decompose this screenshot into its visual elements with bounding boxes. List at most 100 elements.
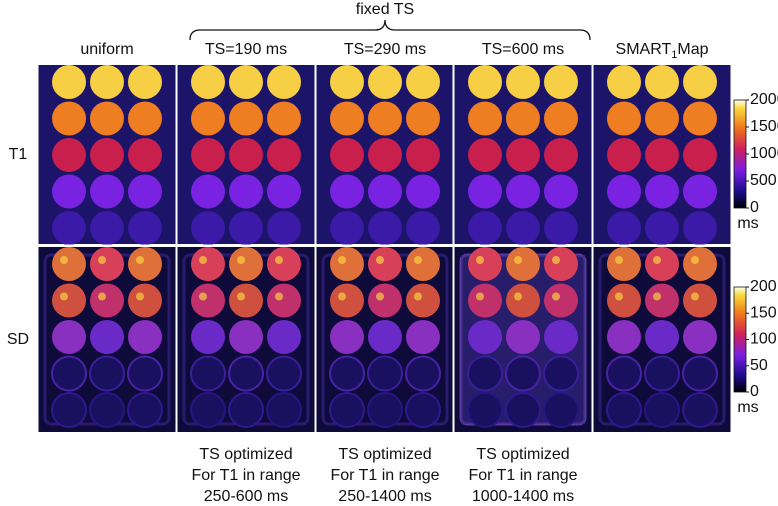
phantom-vial [368, 138, 402, 172]
vial-speckle [275, 256, 283, 264]
vial-speckle [98, 292, 106, 301]
caption-line: For T1 in range [330, 467, 439, 484]
phantom-vial [89, 355, 125, 392]
phantom-vial [267, 174, 301, 209]
vial-speckle [376, 256, 384, 264]
phantom-vial [544, 211, 578, 245]
vial-speckle [414, 292, 422, 301]
column-header: uniform [80, 41, 133, 58]
phantom-vial [267, 283, 301, 318]
vial-speckle [60, 292, 68, 301]
phantom-vial [128, 65, 162, 99]
phantom-vial [90, 320, 124, 354]
phantom-vial [191, 211, 225, 245]
phantom-vial [229, 101, 263, 136]
vial-speckle [514, 256, 522, 264]
phantom-vial [506, 283, 540, 318]
phantom-vial [90, 101, 124, 136]
phantom-vial [228, 392, 264, 428]
phantom-vial [191, 138, 225, 172]
phantom-vial [191, 320, 225, 354]
phantom-vial [52, 138, 86, 172]
phantom-vial [506, 65, 540, 99]
phantom-vial [267, 211, 301, 245]
phantom-vial [51, 392, 87, 428]
phantom-vial [406, 138, 440, 172]
header-subscript: 1 [671, 49, 677, 61]
phantom-vial [468, 247, 502, 281]
phantom-vial [266, 355, 302, 392]
phantom-vial [506, 211, 540, 245]
phantom-vial [330, 247, 364, 281]
caption-line: TS optimized [199, 446, 292, 463]
phantom-vial [90, 283, 124, 318]
phantom-vial [406, 320, 440, 354]
phantom-vial [229, 211, 263, 245]
caption-line: 250-600 ms [204, 488, 289, 505]
phantom-vial [229, 247, 263, 281]
column-header: TS=600 ms [482, 41, 564, 58]
column-header: SMART1Map [616, 41, 709, 61]
phantom-vial [645, 283, 679, 318]
vial-speckle [514, 292, 522, 301]
colorbar-tick-label: 50 [750, 357, 768, 374]
phantom-vial [52, 174, 86, 209]
phantom-vial [683, 211, 717, 245]
phantom-vial [607, 247, 641, 281]
phantom-vial [128, 247, 162, 281]
column-header: TS=190 ms [205, 41, 287, 58]
row-label: T1 [9, 146, 28, 163]
vial-speckle [338, 292, 346, 301]
phantom-vial [645, 320, 679, 354]
vial-speckle [691, 292, 699, 301]
vial-speckle [653, 292, 661, 301]
caption-line: TS optimized [476, 446, 569, 463]
vial-speckle [476, 292, 484, 301]
phantom-vial [90, 138, 124, 172]
phantom-vial [607, 283, 641, 318]
colorbar-tick-label: 0 [750, 199, 759, 216]
phantom-vial [683, 138, 717, 172]
phantom-vial [52, 211, 86, 245]
phantom-vial [406, 101, 440, 136]
colorbar-tick-label: 2000 [750, 91, 778, 108]
vial-speckle [199, 292, 207, 301]
phantom-vial [406, 283, 440, 318]
vial-speckle [653, 256, 661, 264]
phantom-vial [229, 320, 263, 354]
phantom-vial [89, 392, 125, 428]
colorbar-tick-label: 0 [750, 383, 759, 400]
phantom-vial [607, 138, 641, 172]
phantom-vial [267, 138, 301, 172]
colorbar-tick-label: 500 [750, 172, 777, 189]
phantom-vial [607, 211, 641, 245]
phantom-vial [645, 247, 679, 281]
vial-speckle [615, 292, 623, 301]
phantom-vial [468, 138, 502, 172]
phantom-vial [190, 355, 226, 392]
phantom-vial [405, 392, 441, 428]
caption-line: For T1 in range [191, 467, 300, 484]
phantom-vial [329, 355, 365, 392]
phantom-vial [505, 355, 541, 392]
phantom-vial [368, 174, 402, 209]
phantom-vial [467, 355, 503, 392]
phantom-vial [543, 355, 579, 392]
phantom-vial [52, 283, 86, 318]
caption-line: TS optimized [338, 446, 431, 463]
phantom-vial [330, 174, 364, 209]
phantom-vial [330, 101, 364, 136]
phantom-vial [191, 65, 225, 99]
colorbar-tick-label: 1000 [750, 145, 778, 162]
phantom-vial [191, 174, 225, 209]
phantom-vial [406, 174, 440, 209]
phantom-vial [607, 320, 641, 354]
phantom-vial [468, 101, 502, 136]
phantom-vial [367, 355, 403, 392]
colorbar [733, 99, 747, 209]
phantom-vial [368, 65, 402, 99]
phantom-vial [606, 355, 642, 392]
colorbar-unit: ms [737, 399, 758, 416]
vial-speckle [199, 256, 207, 264]
